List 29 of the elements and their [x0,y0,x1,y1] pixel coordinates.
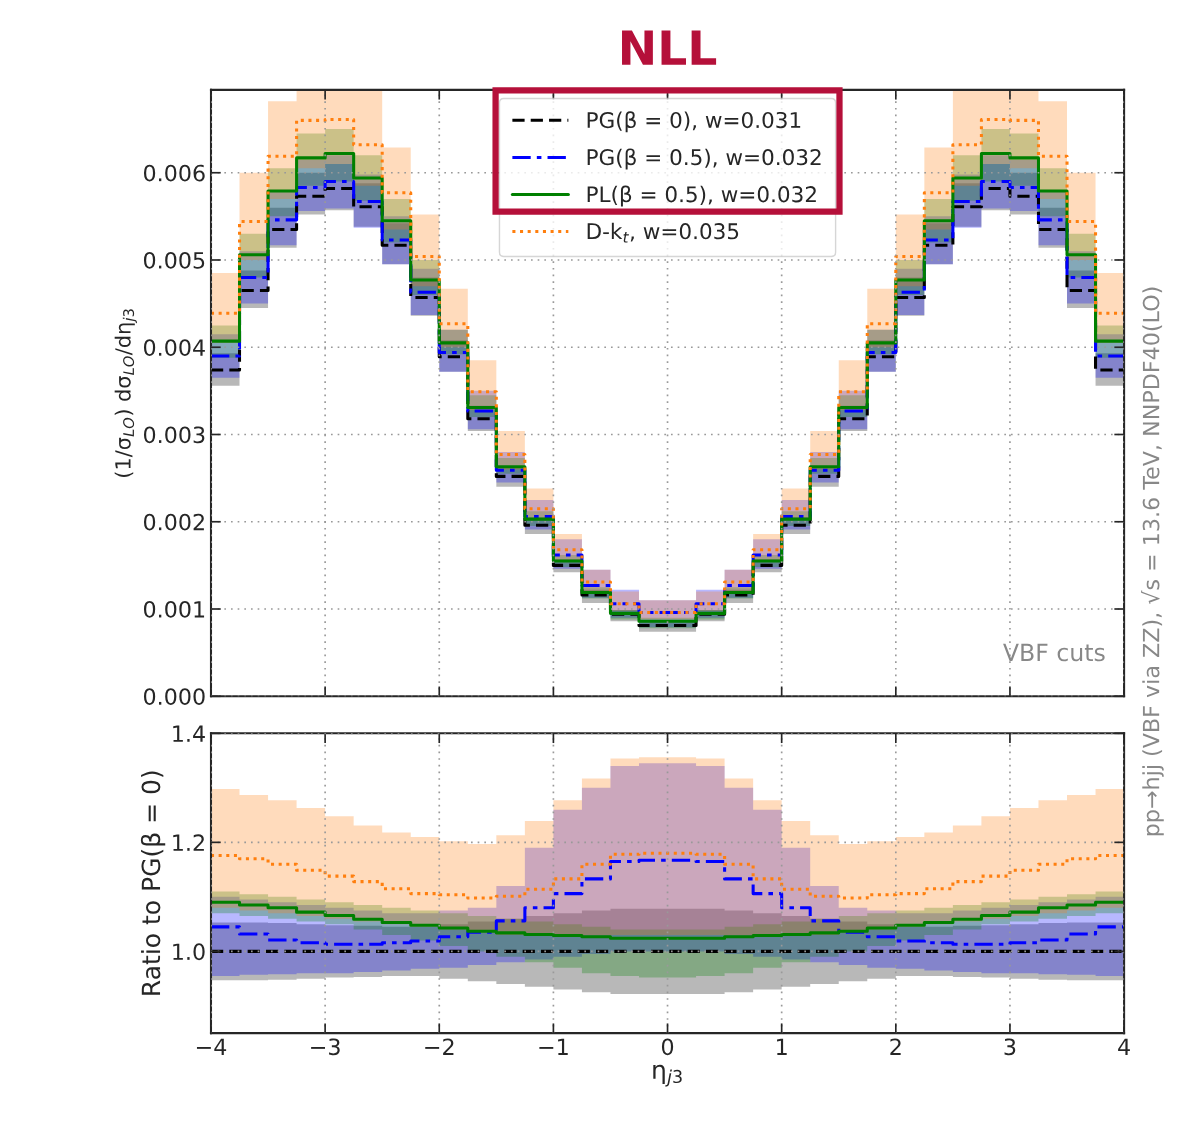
y-tick-label: 0.002 [143,513,204,531]
chart-title: NLL [622,30,717,65]
y-tick-label: 0.006 [143,164,205,182]
x-tick-label: 2 [890,1038,901,1055]
legend-label: PL(β = 0.5), w=0.032 [587,185,816,207]
x-tick-label: 4 [1118,1038,1130,1055]
legend-label: PG(β = 0.5), w=0.032 [587,148,821,170]
text: pp→hjj (VBF via ZZ), √s = 13.6 TeV, NNPDF40(LO) [1141,287,1164,836]
annotation: VBF cuts [1003,643,1105,662]
x-tick-label: 1 [777,1038,787,1055]
y-tick-label: 0.005 [143,251,205,269]
x-tick-label: −3 [311,1038,340,1056]
y-tick-label: 0.004 [143,339,205,356]
y-tick-label: 0.000 [143,688,205,706]
y-axis-title: (1/σ$_{LO}$) dσ$_{LO}$/dη$_{j3}$ [114,309,137,477]
y-tick-label: 1.4 [173,725,205,742]
x-tick-label: −4 [196,1038,227,1055]
x-tick-label: 0 [661,1038,674,1056]
x-tick-label: 3 [1004,1038,1016,1056]
legend-label: PG(β = 0), w=0.031 [587,111,801,133]
y-tick-label: 0.001 [143,600,205,618]
y-tick-label: 0.003 [143,426,205,444]
x-axis-title: η$_{j3}$ [653,1064,682,1087]
y-tick-label: 1.2 [173,834,204,851]
x-tick-label: −1 [539,1038,568,1055]
legend-label: D-k$_{t}$, w=0.035 [587,222,739,243]
y-axis-title: Ratio to PG(β = 0) [140,771,166,995]
y-tick-label: 1.0 [173,943,205,961]
x-tick-label: −2 [425,1038,454,1055]
